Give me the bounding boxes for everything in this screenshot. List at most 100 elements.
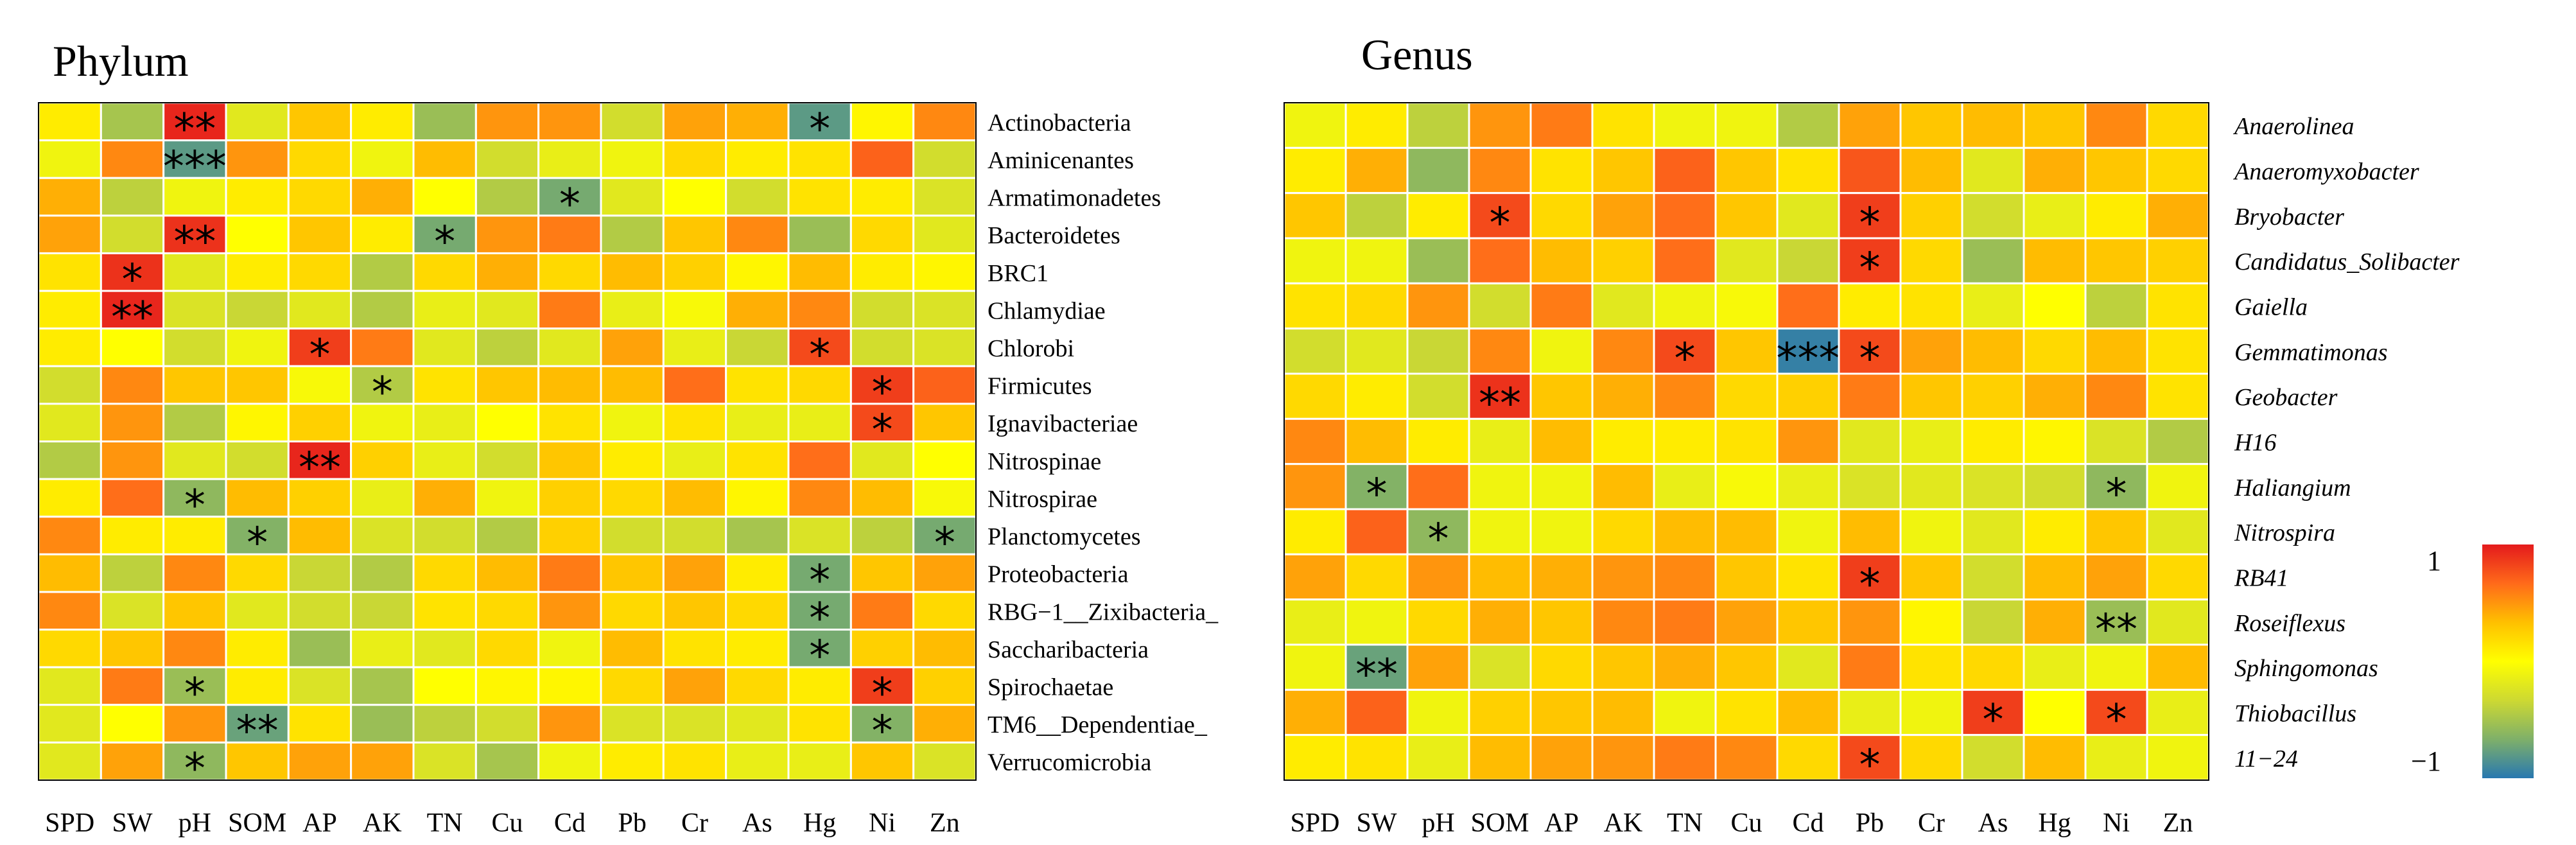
genus-cell bbox=[1468, 417, 1532, 466]
genus-cell bbox=[1776, 417, 1840, 466]
phylum-cell bbox=[725, 252, 790, 292]
genus-cell bbox=[2023, 643, 2087, 691]
phylum-cell bbox=[662, 101, 727, 142]
genus-cell bbox=[1406, 463, 1470, 510]
genus-cell bbox=[1961, 237, 2025, 284]
phylum-cell bbox=[37, 101, 102, 142]
phylum-cell bbox=[474, 327, 540, 367]
phylum-row-label: TM6__Dependentiae_ bbox=[988, 711, 1208, 738]
genus-cell bbox=[1899, 192, 1963, 240]
phylum-cell bbox=[412, 139, 477, 179]
phylum-cell bbox=[350, 403, 415, 443]
genus-cell bbox=[1406, 734, 1470, 781]
phylum-cell bbox=[287, 440, 352, 480]
phylum-cell bbox=[537, 741, 602, 781]
genus-cell bbox=[2146, 643, 2210, 691]
genus-cell bbox=[1529, 327, 1594, 375]
genus-cell bbox=[1283, 372, 1347, 420]
genus-cell bbox=[1529, 508, 1594, 555]
phylum-row-label: Actinobacteria bbox=[988, 109, 1131, 136]
phylum-cell bbox=[662, 327, 727, 367]
phylum-column-label: SPD bbox=[45, 808, 94, 838]
phylum-cell bbox=[225, 139, 290, 179]
genus-cell bbox=[1653, 282, 1717, 330]
phylum-cell bbox=[225, 214, 290, 254]
genus-cell bbox=[1591, 508, 1655, 555]
phylum-cell bbox=[787, 666, 852, 706]
phylum-column-label: Ni bbox=[869, 808, 896, 838]
genus-cell bbox=[1899, 372, 1963, 420]
phylum-cell bbox=[37, 139, 102, 179]
phylum-cell bbox=[912, 553, 977, 593]
genus-cell bbox=[1899, 282, 1963, 330]
genus-column-label: Pb bbox=[1856, 808, 1884, 838]
phylum-cell bbox=[662, 741, 727, 781]
genus-cell bbox=[1838, 688, 1902, 736]
genus-cell bbox=[1468, 327, 1532, 375]
phylum-cell bbox=[662, 290, 727, 330]
phylum-cell bbox=[100, 440, 165, 480]
phylum-cell bbox=[725, 478, 790, 518]
phylum-cell bbox=[37, 177, 102, 217]
phylum-cell bbox=[912, 327, 977, 367]
phylum-cell bbox=[474, 591, 540, 631]
phylum-cell bbox=[37, 553, 102, 593]
genus-cell bbox=[2023, 688, 2087, 736]
genus-cell bbox=[1468, 734, 1532, 781]
phylum-cell bbox=[662, 214, 727, 254]
phylum-cell bbox=[662, 440, 727, 480]
phylum-cell bbox=[412, 516, 477, 555]
genus-column-label: As bbox=[1978, 808, 2008, 838]
phylum-cell bbox=[912, 629, 977, 668]
phylum-cell bbox=[912, 101, 977, 142]
genus-cell bbox=[1345, 553, 1409, 601]
genus-cell bbox=[1283, 508, 1347, 555]
genus-cell bbox=[2146, 553, 2210, 601]
phylum-row-label: Nitrospirae bbox=[988, 485, 1097, 512]
genus-cell bbox=[1283, 553, 1347, 601]
genus-cell bbox=[1283, 417, 1347, 466]
phylum-cell bbox=[287, 365, 352, 405]
genus-cell bbox=[2146, 372, 2210, 420]
genus-cell bbox=[1345, 327, 1409, 375]
phylum-cell bbox=[725, 290, 790, 330]
phylum-cell bbox=[537, 290, 602, 330]
genus-cell bbox=[1961, 192, 2025, 240]
genus-cell bbox=[1776, 598, 1840, 646]
genus-cell bbox=[2146, 146, 2210, 195]
phylum-column-label: As bbox=[742, 808, 772, 838]
genus-cell bbox=[2023, 734, 2087, 781]
genus-cell bbox=[1776, 146, 1840, 195]
phylum-cell bbox=[287, 177, 352, 217]
phylum-cell bbox=[412, 666, 477, 706]
genus-cell bbox=[1345, 237, 1409, 284]
phylum-cell bbox=[849, 516, 915, 555]
genus-cell bbox=[2146, 101, 2210, 149]
phylum-column-label: AP bbox=[302, 808, 337, 838]
phylum-cell bbox=[787, 365, 852, 405]
genus-cell bbox=[1468, 688, 1532, 736]
phylum-cell bbox=[474, 101, 540, 142]
phylum-cell bbox=[162, 290, 227, 330]
phylum-cell bbox=[287, 741, 352, 781]
phylum-cell bbox=[350, 516, 415, 555]
genus-cell bbox=[2023, 598, 2087, 646]
phylum-cell bbox=[474, 139, 540, 179]
phylum-cell bbox=[537, 478, 602, 518]
phylum-row-label: Planctomycetes bbox=[988, 523, 1140, 550]
genus-cell bbox=[1345, 688, 1409, 736]
genus-column-label: Cr bbox=[1918, 808, 1945, 838]
phylum-cell bbox=[350, 553, 415, 593]
genus-cell bbox=[1591, 372, 1655, 420]
phylum-cell bbox=[600, 629, 665, 668]
genus-row-label: Roseiflexus bbox=[2234, 610, 2345, 637]
genus-cell bbox=[1838, 282, 1902, 330]
phylum-cell bbox=[537, 214, 602, 254]
phylum-cell bbox=[350, 704, 415, 744]
genus-cell bbox=[1529, 598, 1594, 646]
phylum-row-label: Firmicutes bbox=[988, 373, 1092, 400]
phylum-cell bbox=[225, 741, 290, 781]
phylum-significance-mark: * bbox=[184, 744, 205, 794]
phylum-cell bbox=[162, 516, 227, 555]
